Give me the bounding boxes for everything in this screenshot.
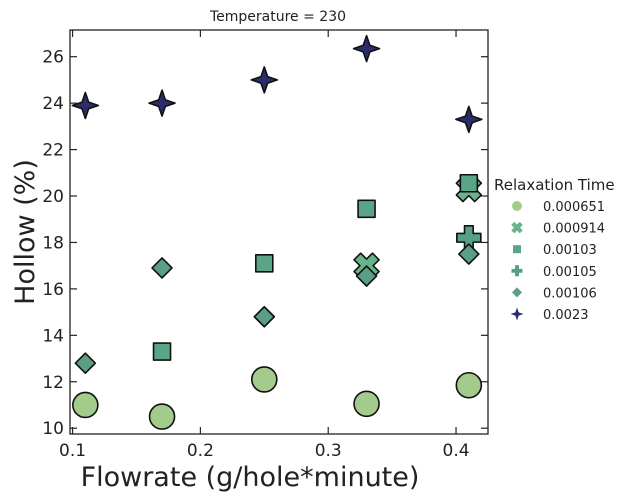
plot-area [71,34,483,430]
legend-item: 0.000651 [512,200,605,215]
data-point [357,199,376,219]
plot-frame [69,29,489,435]
legend-marker [511,265,523,277]
x-tick-label: 0.3 [315,441,342,461]
legend: Relaxation Time 0.000651 0.000914 0.00103 0… [494,176,615,323]
legend-item: 0.0023 [510,307,589,323]
data-point [455,371,483,399]
data-point [352,34,381,63]
y-tick-label: 18 [42,233,64,253]
data-point [253,305,276,328]
data-point [71,91,100,120]
legend-label: 0.000914 [543,222,605,237]
data-point [250,66,279,94]
data-point [455,105,483,134]
legend-marker [510,307,524,321]
data-point [459,173,479,193]
y-tick-label: 12 [42,373,64,393]
series-0.0023 [71,34,483,134]
y-tick-label: 10 [42,419,64,439]
y-tick-label: 24 [42,94,64,114]
legend-title: Relaxation Time [494,176,615,194]
y-axis-label: Hollow (%) [10,159,41,305]
legend-item: 0.00105 [511,265,597,280]
x-tick-label: 0.1 [59,441,86,461]
axis-ticks: 0.1 0.2 0.3 0.4 10 12 14 16 18 20 22 24 26 [42,30,488,461]
chart-title: Temperature = 230 [209,9,346,25]
legend-marker [511,221,523,234]
y-tick-label: 14 [42,326,64,346]
data-point [74,352,97,374]
legend-item: 0.00103 [513,243,597,258]
legend-label: 0.000651 [543,200,605,215]
legend-label: 0.00106 [543,286,597,301]
y-tick-label: 16 [42,280,64,300]
series-0.00106 [74,243,480,374]
x-axis-label: Flowrate (g/hole*minute) [81,462,420,493]
data-point [148,403,176,430]
x-tick-label: 0.4 [443,441,470,461]
data-point [152,342,172,361]
data-point [151,257,173,279]
legend-marker [513,245,521,254]
legend-label: 0.00105 [543,265,597,280]
legend-item: 0.00106 [512,286,597,301]
legend-item: 0.000914 [511,222,605,237]
legend-marker [512,201,522,211]
data-point [353,390,380,418]
x-tick-label: 0.2 [187,441,214,461]
series-0.000651 [72,366,483,430]
y-tick-label: 22 [42,141,64,161]
y-tick-label: 26 [42,48,64,68]
data-point [458,243,480,265]
legend-label: 0.0023 [543,308,589,323]
legend-label: 0.00103 [543,243,597,258]
data-point [355,265,378,287]
data-point [72,391,99,419]
data-point [250,366,278,393]
legend-marker [512,287,522,298]
data-point [148,89,176,117]
y-tick-label: 20 [42,187,64,207]
series-0.00103 [152,173,479,361]
data-point [254,254,274,273]
